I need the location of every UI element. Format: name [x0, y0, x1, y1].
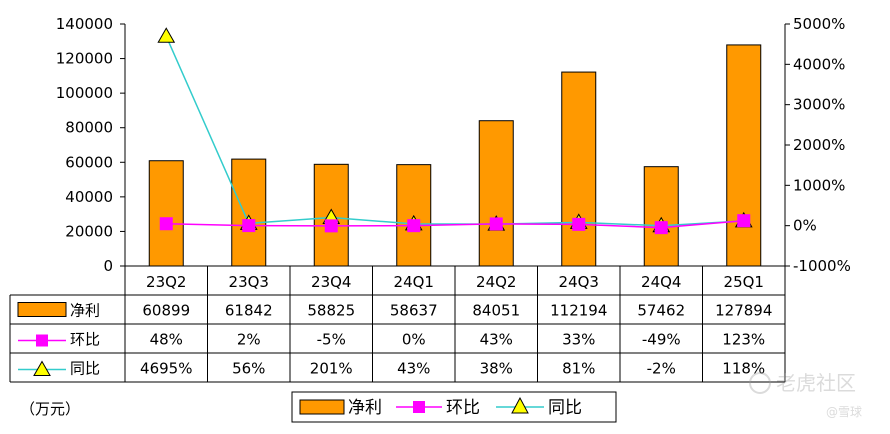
table-cell: 123%: [722, 331, 765, 349]
series-point: [654, 221, 668, 235]
bar: [231, 158, 267, 267]
x-tick-label: 24Q1: [394, 273, 434, 291]
series-point: [157, 27, 176, 43]
series-point: [489, 217, 503, 231]
x-tick-label: 24Q4: [641, 273, 681, 291]
x-tick-label: 24Q3: [559, 273, 599, 291]
bar: [726, 44, 762, 267]
table-cell: -5%: [317, 331, 346, 349]
y-left-tick-label: 120000: [56, 50, 113, 68]
table-cell: 38%: [480, 360, 513, 378]
watermark: 老虎社区 @雪球: [749, 371, 862, 419]
table-row-header: 环比: [70, 331, 100, 349]
series-line: [166, 219, 744, 229]
y-right-tick-label: -1000%: [793, 257, 851, 275]
table-cell: 84051: [472, 302, 520, 320]
table-cell: 127894: [715, 302, 772, 320]
y-right-tick-label: 2000%: [793, 136, 845, 154]
bar: [148, 160, 184, 267]
y-right-tick-label: 3000%: [793, 96, 845, 114]
table-cell: 58825: [307, 302, 355, 320]
x-tick-label: 23Q2: [146, 273, 186, 291]
y-left-tick-label: 40000: [65, 188, 113, 206]
table-row-header: 净利: [70, 302, 100, 320]
y-right-tick-label: 4000%: [793, 55, 845, 73]
x-tick-label: 25Q1: [724, 273, 764, 291]
data-table: 23Q2 23Q3 23Q4 24Q1 24Q2 24Q3 24Q4 25Q1 净利 60899 6…: [9, 265, 786, 383]
table-row-key-marker: [33, 360, 51, 376]
bar: [643, 166, 679, 267]
bar: [561, 71, 597, 267]
table-cell: 43%: [480, 331, 513, 349]
bar-series: [148, 44, 762, 267]
table-row-key-marker: [36, 334, 48, 347]
y-left-tick-label: 140000: [56, 15, 113, 33]
legend-key-bar: [299, 399, 345, 415]
table-cell: 58637: [390, 302, 438, 320]
table-cell: -2%: [647, 360, 676, 378]
legend-label: 环比: [446, 398, 480, 418]
table-cell: 2%: [237, 331, 261, 349]
table-cell: 43%: [397, 360, 430, 378]
table-cell: 201%: [310, 360, 353, 378]
series-point: [407, 219, 421, 233]
table-cell: 57462: [637, 302, 685, 320]
y-right-tick-label: 0%: [793, 217, 817, 235]
series-point: [159, 217, 173, 231]
legend: 净利 环比 同比: [291, 391, 617, 423]
table-cell: -49%: [642, 331, 681, 349]
y-left-tick-label: 100000: [56, 84, 113, 102]
y-left-tick-label: 60000: [65, 153, 113, 171]
y-left-tick-label: 20000: [65, 222, 113, 240]
table-cell: 0%: [402, 331, 426, 349]
table-cell: 4695%: [140, 360, 192, 378]
table-cell: 61842: [225, 302, 273, 320]
y-left-tick-label: 80000: [65, 119, 113, 137]
legend-key-marker: [511, 396, 529, 414]
series-point: [324, 219, 338, 233]
series-point: [242, 219, 256, 233]
legend-label: 净利: [348, 398, 382, 418]
table-cell: 112194: [550, 302, 607, 320]
watermark-text: 老虎社区: [776, 371, 856, 395]
table-cell: 81%: [562, 360, 595, 378]
watermark-logo-icon: [749, 372, 771, 394]
bar: [478, 120, 514, 267]
table-cell: 48%: [150, 331, 183, 349]
watermark-text-2: @雪球: [826, 405, 862, 419]
table-cell: 118%: [722, 360, 765, 378]
table-cell: 56%: [232, 360, 265, 378]
y-right-tick-label: 5000%: [793, 15, 845, 33]
x-tick-label: 23Q3: [229, 273, 269, 291]
series-line: [165, 35, 744, 227]
legend-label: 同比: [548, 398, 582, 418]
legend-box: [291, 391, 617, 423]
axes: 0 20000 40000 60000 80000 100000 120000 140000 -…: [56, 15, 851, 275]
series-point: [737, 214, 751, 228]
table-row-header: 同比: [70, 360, 100, 378]
table-cell: 33%: [562, 331, 595, 349]
unit-label: （万元）: [20, 400, 80, 418]
table-cell: 60899: [142, 302, 190, 320]
table-row-key-bar: [17, 302, 67, 317]
line-series: [157, 27, 753, 235]
x-tick-label: 24Q2: [476, 273, 516, 291]
y-right-tick-label: 1000%: [793, 176, 845, 194]
legend-key-marker: [413, 401, 425, 413]
x-tick-label: 23Q4: [311, 273, 351, 291]
y-left-tick-label: 0: [103, 257, 113, 275]
series-point: [572, 217, 586, 231]
